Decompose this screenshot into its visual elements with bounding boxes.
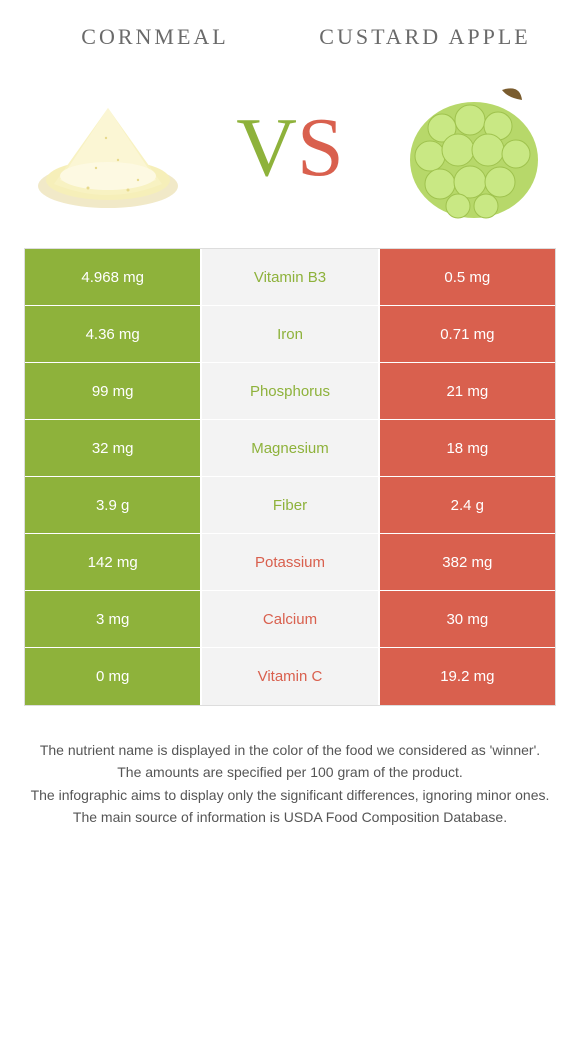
footer-line-4: The main source of information is USDA F… xyxy=(22,807,558,827)
nutrient-name: Calcium xyxy=(202,591,379,647)
nutrient-name: Vitamin C xyxy=(202,648,379,705)
left-value: 142 mg xyxy=(25,534,202,590)
right-value: 19.2 mg xyxy=(380,648,555,705)
left-value: 3 mg xyxy=(25,591,202,647)
left-value: 99 mg xyxy=(25,363,202,419)
left-value: 0 mg xyxy=(25,648,202,705)
left-value: 4.36 mg xyxy=(25,306,202,362)
hero-row: VS xyxy=(0,58,580,248)
nutrient-name: Iron xyxy=(202,306,379,362)
table-row: 4.36 mgIron0.71 mg xyxy=(25,306,555,363)
right-value: 30 mg xyxy=(380,591,555,647)
table-row: 142 mgPotassium382 mg xyxy=(25,534,555,591)
right-value: 0.5 mg xyxy=(380,249,555,305)
cornmeal-image xyxy=(28,68,188,228)
title-right: Custard apple xyxy=(290,24,560,50)
footer-notes: The nutrient name is displayed in the co… xyxy=(0,706,580,827)
nutrient-name: Vitamin B3 xyxy=(202,249,379,305)
table-row: 4.968 mgVitamin B30.5 mg xyxy=(25,249,555,306)
right-value: 0.71 mg xyxy=(380,306,555,362)
nutrient-name: Fiber xyxy=(202,477,379,533)
table-row: 3.9 gFiber2.4 g xyxy=(25,477,555,534)
vs-label: VS xyxy=(236,106,343,190)
table-row: 99 mgPhosphorus21 mg xyxy=(25,363,555,420)
right-value: 2.4 g xyxy=(380,477,555,533)
left-value: 32 mg xyxy=(25,420,202,476)
footer-line-2: The amounts are specified per 100 gram o… xyxy=(22,762,558,782)
nutrient-name: Magnesium xyxy=(202,420,379,476)
footer-line-1: The nutrient name is displayed in the co… xyxy=(22,740,558,760)
right-value: 21 mg xyxy=(380,363,555,419)
footer-line-3: The infographic aims to display only the… xyxy=(22,785,558,805)
vs-v: V xyxy=(236,106,297,190)
title-left: Cornmeal xyxy=(20,24,290,50)
right-value: 382 mg xyxy=(380,534,555,590)
left-value: 4.968 mg xyxy=(25,249,202,305)
table-row: 0 mgVitamin C19.2 mg xyxy=(25,648,555,705)
table-row: 32 mgMagnesium18 mg xyxy=(25,420,555,477)
comparison-table: 4.968 mgVitamin B30.5 mg4.36 mgIron0.71 … xyxy=(24,248,556,706)
nutrient-name: Phosphorus xyxy=(202,363,379,419)
left-value: 3.9 g xyxy=(25,477,202,533)
nutrient-name: Potassium xyxy=(202,534,379,590)
header-titles: Cornmeal Custard apple xyxy=(0,0,580,58)
custard-apple-image xyxy=(392,68,552,228)
right-value: 18 mg xyxy=(380,420,555,476)
vs-s: S xyxy=(297,106,344,190)
table-row: 3 mgCalcium30 mg xyxy=(25,591,555,648)
